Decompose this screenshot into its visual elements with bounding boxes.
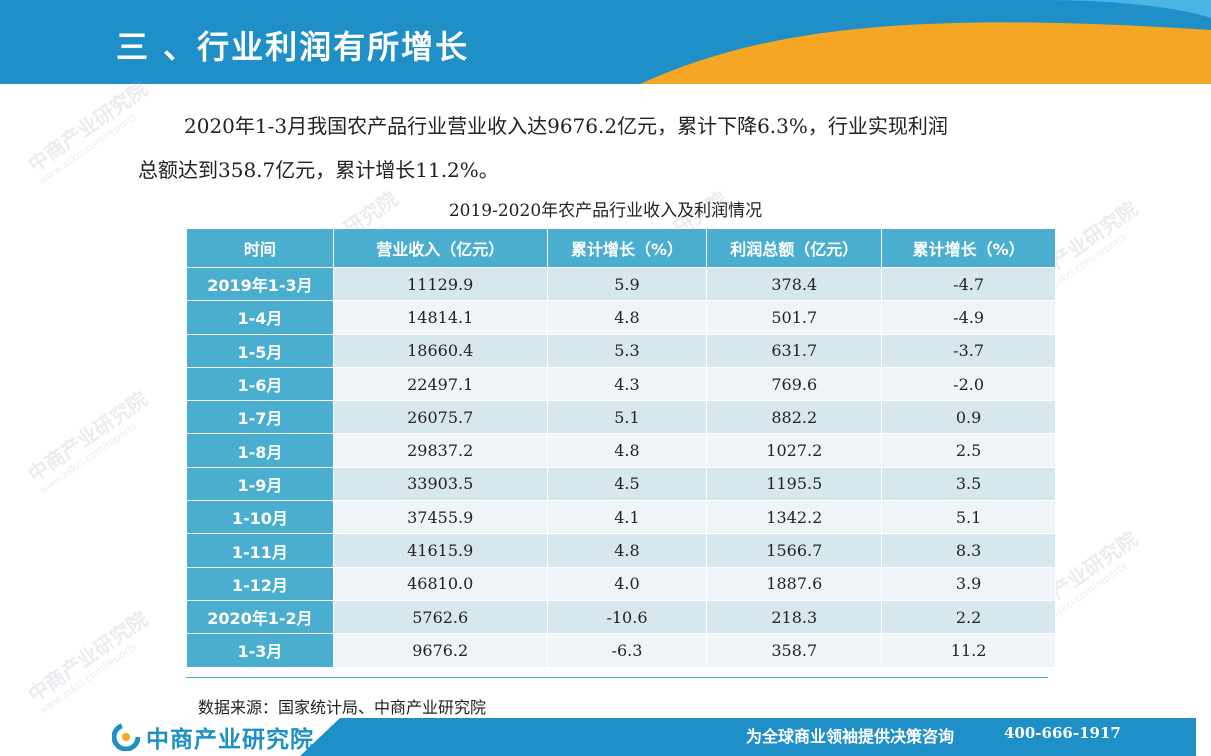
header-time: 时间 xyxy=(186,228,334,268)
table-row: 1-7月 26075.7 5.1 882.2 0.9 xyxy=(186,400,1056,435)
table-cell: 18660.4 xyxy=(332,333,548,368)
table-cell: 5.1 xyxy=(881,500,1056,535)
table-cell: 46810.0 xyxy=(332,566,548,601)
table-cell: 11129.9 xyxy=(332,266,548,302)
table-row: 2019年1-3月 11129.9 5.9 378.4 -4.7 xyxy=(186,266,1056,302)
table-cell: 5.9 xyxy=(546,266,708,302)
table-row: 1-8月 29837.2 4.8 1027.2 2.5 xyxy=(186,433,1056,468)
table-row: 1-5月 18660.4 5.3 631.7 -3.7 xyxy=(186,333,1056,368)
table-cell: 218.3 xyxy=(706,599,883,635)
table-cell: 1342.2 xyxy=(706,500,883,535)
table-cell: 8.3 xyxy=(881,533,1056,568)
table-cell: 2.5 xyxy=(881,433,1056,468)
row-period: 1-8月 xyxy=(186,433,334,468)
askci-logo-icon xyxy=(112,723,140,751)
row-period: 1-3月 xyxy=(186,633,334,668)
header-revenue-growth: 累计增长（%） xyxy=(546,228,708,268)
table-cell: -4.9 xyxy=(881,300,1056,335)
header-profit-growth: 累计增长（%） xyxy=(881,228,1056,268)
header-profit: 利润总额（亿元） xyxy=(706,228,883,268)
table-cell: 769.6 xyxy=(706,366,883,402)
table-cell: -3.7 xyxy=(881,333,1056,368)
summary-paragraph: 2020年1-3月我国农产品行业营业收入达9676.2亿元，累计下降6.3%，行… xyxy=(138,104,1078,192)
table-cell: 4.0 xyxy=(546,566,708,601)
company-logo: 中商产业研究院 xyxy=(112,720,314,754)
table-cell: 4.5 xyxy=(546,466,708,502)
table-cell: 631.7 xyxy=(706,333,883,368)
row-period: 1-5月 xyxy=(186,333,334,368)
row-period: 2019年1-3月 xyxy=(186,266,334,302)
row-period: 2020年1-2月 xyxy=(186,599,334,635)
table-cell: 11.2 xyxy=(881,633,1056,668)
table-cell: 5762.6 xyxy=(332,599,548,635)
table-cell: 5.1 xyxy=(546,400,708,435)
table-cell: -2.0 xyxy=(881,366,1056,402)
table-cell: 4.8 xyxy=(546,300,708,335)
table-cell: 5.3 xyxy=(546,333,708,368)
table-cell: 378.4 xyxy=(706,266,883,302)
table-cell: 3.5 xyxy=(881,466,1056,502)
table-row: 1-10月 37455.9 4.1 1342.2 5.1 xyxy=(186,500,1056,535)
table-row: 1-3月 9676.2 -6.3 358.7 11.2 xyxy=(186,633,1056,668)
table-cell: 4.1 xyxy=(546,500,708,535)
table-cell: 1566.7 xyxy=(706,533,883,568)
table-cell: 14814.1 xyxy=(332,300,548,335)
logo-text: 中商产业研究院 xyxy=(146,727,314,753)
table-row: 1-11月 41615.9 4.8 1566.7 8.3 xyxy=(186,533,1056,568)
row-period: 1-11月 xyxy=(186,533,334,568)
summary-line-2: 总额达到358.7亿元，累计增长11.2%。 xyxy=(138,158,499,182)
row-period: 1-6月 xyxy=(186,366,334,402)
table-cell: -6.3 xyxy=(546,633,708,668)
table-cell: 4.8 xyxy=(546,433,708,468)
table-cell: 9676.2 xyxy=(332,633,548,668)
table-row: 1-4月 14814.1 4.8 501.7 -4.9 xyxy=(186,300,1056,335)
table-header-row: 时间 营业收入（亿元） 累计增长（%） 利润总额（亿元） 累计增长（%） xyxy=(186,228,1056,268)
summary-line-1: 2020年1-3月我国农产品行业营业收入达9676.2亿元，累计下降6.3%，行… xyxy=(184,114,948,138)
table-cell: 37455.9 xyxy=(332,500,548,535)
table-cell: 33903.5 xyxy=(332,466,548,502)
data-source: 数据来源：国家统计局、中商产业研究院 xyxy=(198,698,487,717)
table-row: 1-12月 46810.0 4.0 1887.6 3.9 xyxy=(186,566,1056,601)
row-period: 1-9月 xyxy=(186,466,334,502)
table-cell: 4.8 xyxy=(546,533,708,568)
row-period: 1-12月 xyxy=(186,566,334,601)
table-cell: 0.9 xyxy=(881,400,1056,435)
footer-background xyxy=(300,718,1196,756)
table-row: 1-6月 22497.1 4.3 769.6 -2.0 xyxy=(186,366,1056,402)
table-row: 1-9月 33903.5 4.5 1195.5 3.5 xyxy=(186,466,1056,502)
header-banner: 三 、行业利润有所增长 xyxy=(0,0,1211,84)
row-period: 1-4月 xyxy=(186,300,334,335)
table-cell: 3.9 xyxy=(881,566,1056,601)
footer-phone: 400-666-1917 xyxy=(1004,724,1121,742)
table-cell: 29837.2 xyxy=(332,433,548,468)
table-cell: -10.6 xyxy=(546,599,708,635)
footer-slogan: 为全球商业领袖提供决策咨询 xyxy=(746,727,955,746)
row-period: 1-7月 xyxy=(186,400,334,435)
table-cell: 4.3 xyxy=(546,366,708,402)
table-cell: 882.2 xyxy=(706,400,883,435)
table-cell: -4.7 xyxy=(881,266,1056,302)
table-cell: 1195.5 xyxy=(706,466,883,502)
table-row: 2020年1-2月 5762.6 -10.6 218.3 2.2 xyxy=(186,599,1056,635)
table-cell: 41615.9 xyxy=(332,533,548,568)
page-title: 三 、行业利润有所增长 xyxy=(116,28,470,66)
header-revenue: 营业收入（亿元） xyxy=(332,228,548,268)
header-background xyxy=(0,0,1211,84)
footer-bar xyxy=(0,714,1211,756)
table-cell: 2.2 xyxy=(881,599,1056,635)
table-cell: 22497.1 xyxy=(332,366,548,402)
table-cell: 1027.2 xyxy=(706,433,883,468)
table-caption: 2019-2020年农产品行业收入及利润情况 xyxy=(448,201,763,221)
table-cell: 501.7 xyxy=(706,300,883,335)
revenue-profit-table: 时间 营业收入（亿元） 累计增长（%） 利润总额（亿元） 累计增长（%） 201… xyxy=(186,228,1056,668)
table-cell: 26075.7 xyxy=(332,400,548,435)
table-cell: 1887.6 xyxy=(706,566,883,601)
row-period: 1-10月 xyxy=(186,500,334,535)
divider-line xyxy=(186,677,1048,678)
table-cell: 358.7 xyxy=(706,633,883,668)
